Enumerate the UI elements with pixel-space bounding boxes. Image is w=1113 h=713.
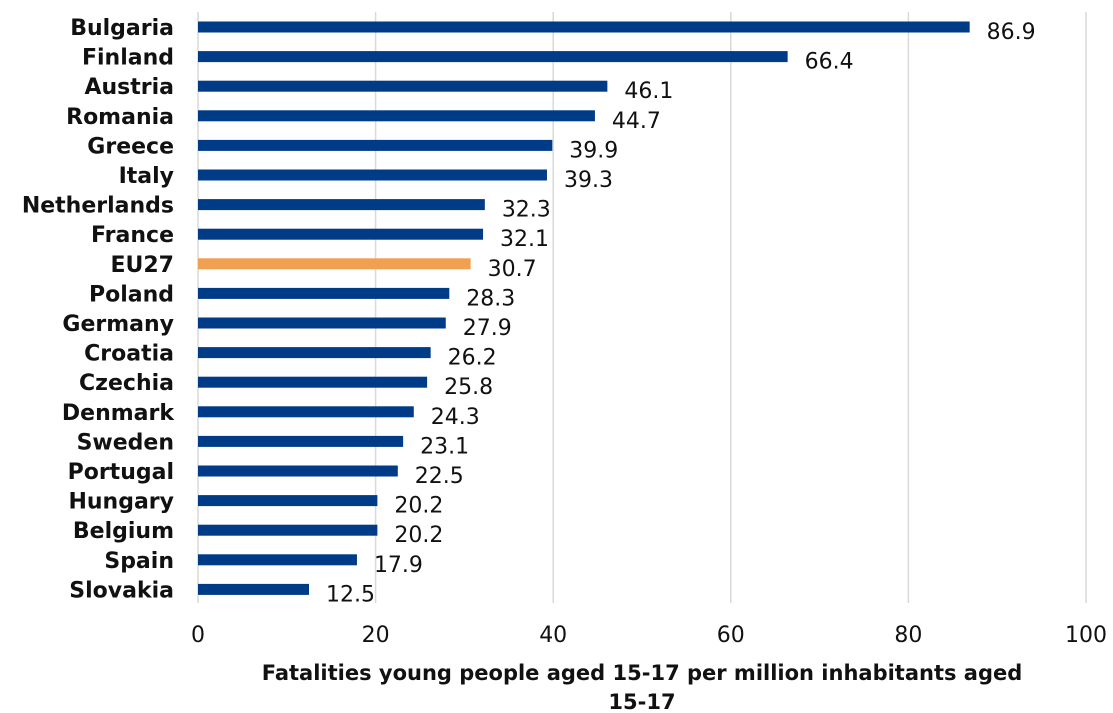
- x-tick-label: 60: [717, 623, 745, 648]
- x-tick-label: 20: [362, 623, 390, 648]
- bar-germany: [198, 317, 446, 329]
- category-label: Greece: [87, 134, 174, 159]
- bar-eu27: [198, 258, 471, 270]
- bar-portugal: [198, 465, 398, 477]
- category-label: EU27: [110, 253, 174, 278]
- category-label: Finland: [82, 46, 174, 71]
- value-label: 24.3: [431, 405, 480, 430]
- category-label: Poland: [89, 282, 174, 307]
- value-label: 39.3: [564, 168, 613, 193]
- bar-netherlands: [198, 199, 485, 211]
- category-label: Croatia: [84, 342, 174, 367]
- bar-denmark: [198, 406, 414, 418]
- bar-hungary: [198, 495, 378, 507]
- value-label: 26.2: [448, 346, 497, 371]
- bar-belgium: [198, 524, 378, 536]
- bar-slovakia: [198, 583, 309, 595]
- x-tick-label: 80: [894, 623, 922, 648]
- bar-austria: [198, 80, 608, 92]
- bar-greece: [198, 139, 553, 151]
- bar-sweden: [198, 435, 404, 447]
- value-label: 17.9: [374, 553, 423, 578]
- x-tick-label: 0: [191, 623, 205, 648]
- value-label: 20.2: [394, 494, 443, 519]
- category-label: Spain: [104, 549, 174, 574]
- bar-france: [198, 228, 484, 240]
- value-label: 46.1: [624, 79, 673, 104]
- x-axis-title-line2: 15-17: [608, 690, 675, 713]
- value-label: 66.4: [805, 50, 854, 75]
- value-label: 25.8: [444, 375, 493, 400]
- category-label: Netherlands: [22, 194, 174, 219]
- x-tick-label: 100: [1065, 623, 1107, 648]
- x-tick-label: 40: [539, 623, 567, 648]
- category-label: Sweden: [77, 430, 174, 455]
- bar-czechia: [198, 376, 428, 388]
- category-label: Hungary: [68, 490, 174, 515]
- value-label: 32.1: [500, 227, 549, 252]
- category-label: Germany: [62, 312, 174, 337]
- bar-croatia: [198, 347, 431, 359]
- bar-bulgaria: [198, 21, 970, 33]
- value-label: 44.7: [612, 109, 661, 134]
- value-label: 22.5: [415, 464, 464, 489]
- category-label: Slovakia: [69, 578, 174, 603]
- value-label: 86.9: [987, 20, 1036, 45]
- bar-italy: [198, 169, 547, 181]
- value-labels: 86.9 66.4 46.1 44.7 39.9 39.3 32.3 32.1 30.7 28.3…: [326, 20, 1036, 607]
- value-label: 28.3: [466, 286, 515, 311]
- category-label: France: [91, 223, 174, 248]
- category-label: Austria: [84, 75, 174, 100]
- x-axis-ticks: 0 20 40 60 80 100: [191, 623, 1107, 648]
- category-label: Portugal: [68, 460, 174, 485]
- category-label: Bulgaria: [70, 16, 174, 41]
- value-label: 27.9: [463, 316, 512, 341]
- category-label: Denmark: [62, 401, 175, 426]
- category-label: Romania: [66, 105, 174, 130]
- bar-spain: [198, 554, 357, 566]
- bar-poland: [198, 287, 450, 299]
- category-label: Belgium: [73, 519, 174, 544]
- bar-finland: [198, 51, 788, 63]
- value-label: 32.3: [502, 198, 551, 223]
- bars-group: [198, 21, 970, 595]
- value-label: 23.1: [420, 434, 469, 459]
- value-label: 39.9: [569, 138, 618, 163]
- value-label: 30.7: [488, 257, 537, 282]
- category-label: Czechia: [79, 371, 174, 396]
- category-labels: Bulgaria Finland Austria Romania Greece Italy…: [22, 16, 176, 603]
- bar-romania: [198, 110, 595, 122]
- category-label: Italy: [119, 164, 174, 189]
- value-label: 20.2: [394, 523, 443, 548]
- value-label: 12.5: [326, 582, 375, 607]
- x-axis-title-line1: Fatalities young people aged 15-17 per m…: [262, 661, 1023, 685]
